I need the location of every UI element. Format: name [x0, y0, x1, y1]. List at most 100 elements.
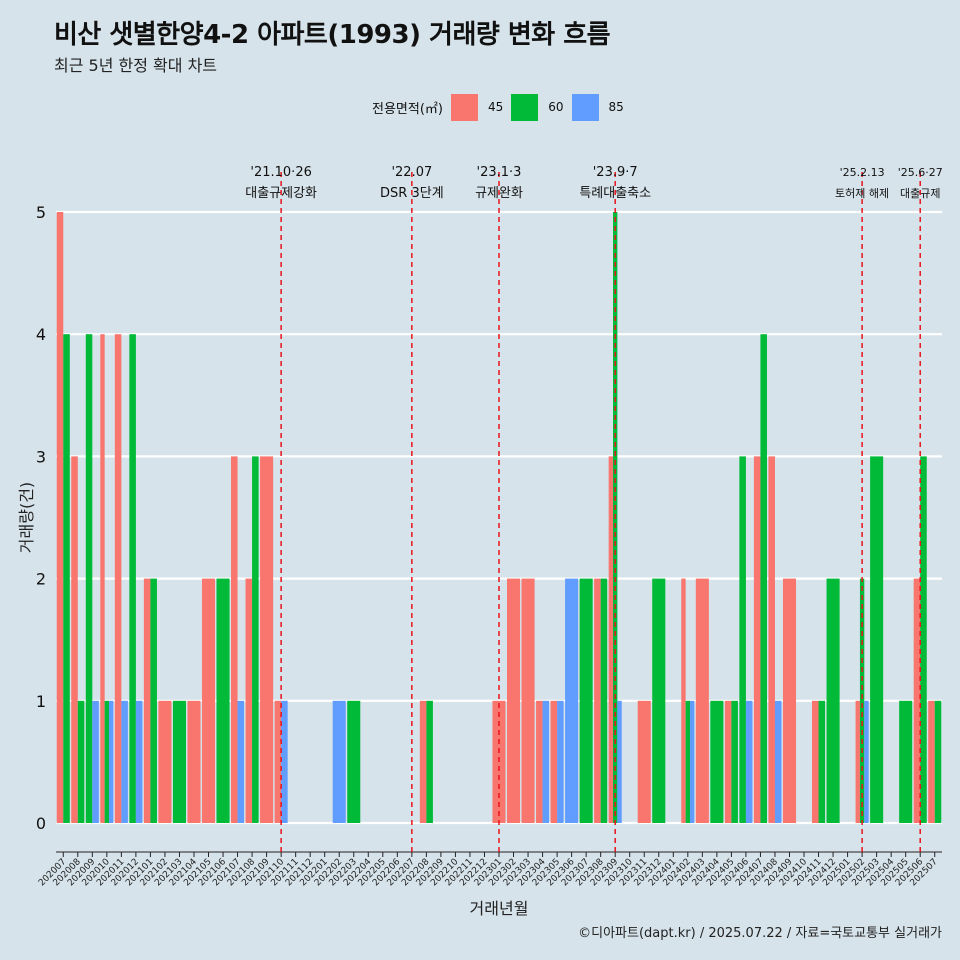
bar-85-202305 — [557, 700, 564, 823]
bar-45-202502 — [855, 700, 860, 823]
bar-45-202104 — [187, 700, 201, 823]
bar-45-202411 — [812, 700, 819, 823]
legend-title: 전용면적(㎡) — [372, 101, 443, 117]
bar-60-202010 — [104, 700, 110, 823]
bar-45-202309 — [608, 456, 614, 823]
bar-60-202406 — [739, 456, 746, 823]
legend-item-45: 45 — [450, 93, 504, 121]
y-tick-label: 5 — [36, 203, 46, 222]
bar-60-202012 — [129, 334, 136, 823]
bar-60-202312 — [652, 578, 666, 823]
event-text-label: DSR 3단계 — [380, 186, 444, 201]
bar-85-202402 — [689, 700, 695, 823]
bar-85-202202 — [332, 700, 346, 823]
bar-45-202107 — [231, 456, 238, 823]
bar-60-202411 — [818, 700, 826, 823]
bar-85-202406 — [745, 700, 753, 823]
bar-45-202101 — [143, 578, 151, 823]
bar-60-202203 — [347, 700, 361, 823]
bar-60-202405 — [731, 700, 738, 823]
bar-60-202404 — [710, 700, 724, 823]
bar-60-202307 — [579, 578, 593, 823]
legend-label-45: 45 — [487, 100, 504, 114]
chart-title: 비산 샛별한양4-2 아파트(1993) 거래량 변화 흐름 — [54, 20, 611, 50]
y-tick-label: 1 — [36, 692, 46, 711]
legend: 전용면적(㎡) 45 60 85 — [372, 92, 632, 122]
event-text-label: 규제완화 — [475, 186, 523, 201]
y-tick-label: 0 — [36, 814, 46, 833]
y-tick-label: 2 — [36, 570, 46, 589]
legend-swatch-85 — [571, 93, 599, 121]
event-text-label: 대출규제 — [900, 187, 940, 200]
x-axis-title: 거래년월 — [470, 899, 529, 918]
bar-45-202304 — [536, 700, 543, 823]
bar-45-202407 — [753, 456, 761, 823]
event-text-label: 특례대출축소 — [579, 186, 651, 201]
source-caption: ©디아파트(dapt.kr) / 2025.07.22 / 자료=국토교통부 실… — [578, 926, 942, 941]
legend-swatch-60 — [511, 93, 539, 121]
bar-60-202308 — [600, 578, 608, 823]
bar-45-202011 — [114, 334, 122, 823]
bar-45-202409 — [782, 578, 797, 823]
bar-60-202108 — [252, 456, 259, 823]
bar-45-202507 — [928, 700, 935, 823]
event-text-label: 대출규제강화 — [245, 186, 317, 201]
event-date-label: '25.2.13 — [840, 166, 885, 179]
legend-item-85: 85 — [571, 93, 624, 121]
event-text-label: 토허제 해제 — [835, 186, 889, 200]
bar-45-202303 — [521, 578, 535, 823]
bar-85-202306 — [565, 578, 579, 823]
bar-60-202009 — [85, 334, 93, 823]
bar-45-202305 — [550, 700, 558, 823]
bar-45-202403 — [695, 578, 709, 823]
bar-85-202502 — [864, 700, 869, 823]
bar-60-202402 — [685, 700, 690, 823]
bar-45-202010 — [100, 334, 105, 823]
bar-85-202408 — [774, 700, 782, 823]
bar-60-202503 — [870, 456, 884, 823]
bar-45-202208 — [419, 700, 427, 823]
bar-60-202505 — [899, 700, 913, 823]
bar-45-202105 — [201, 578, 216, 823]
bar-45-202311 — [637, 700, 651, 823]
bar-60-202103 — [172, 700, 186, 823]
legend-label-60: 60 — [548, 100, 564, 114]
bar-45-202405 — [724, 700, 732, 823]
bar-45-202110 — [274, 700, 282, 823]
y-tick-label: 3 — [36, 447, 46, 466]
bar-60-202008 — [77, 700, 85, 823]
bar-45-202302 — [506, 578, 521, 823]
bar-85-202304 — [542, 700, 550, 823]
bar-60-202407 — [760, 334, 767, 823]
event-date-label: '21.10·26 — [250, 165, 311, 180]
bar-60-202208 — [426, 700, 433, 823]
bar-45-202102 — [158, 700, 172, 823]
bar-60-202502 — [859, 578, 865, 823]
bar-60-202412 — [826, 578, 840, 823]
event-date-label: '25.6·27 — [898, 166, 943, 179]
event-date-label: '23.9·7 — [593, 165, 638, 180]
bar-85-202012 — [135, 700, 143, 823]
bar-45-202108 — [245, 578, 253, 823]
legend-swatch-45 — [450, 93, 478, 121]
bar-45-202506 — [913, 578, 921, 823]
bar-60-202507 — [934, 700, 942, 823]
legend-item-60: 60 — [511, 93, 564, 121]
bar-45-202007 — [56, 212, 64, 823]
bar-45-202109 — [260, 456, 274, 823]
bar-85-202009 — [92, 700, 99, 823]
bar-85-202110 — [281, 700, 288, 823]
y-tick-label: 4 — [36, 325, 46, 344]
event-date-label: '22.07 — [391, 165, 432, 180]
bar-85-202010 — [109, 700, 114, 823]
bar-45-202008 — [71, 456, 78, 823]
bar-60-202506 — [920, 456, 927, 823]
bar-60-202106 — [216, 578, 230, 823]
bar-45-202402 — [681, 578, 686, 823]
bar-60-202007 — [63, 334, 70, 823]
y-axis-title: 거래량(건) — [17, 482, 36, 553]
bar-85-202011 — [121, 700, 128, 823]
bar-45-202408 — [768, 456, 775, 823]
legend-label-85: 85 — [608, 100, 624, 114]
